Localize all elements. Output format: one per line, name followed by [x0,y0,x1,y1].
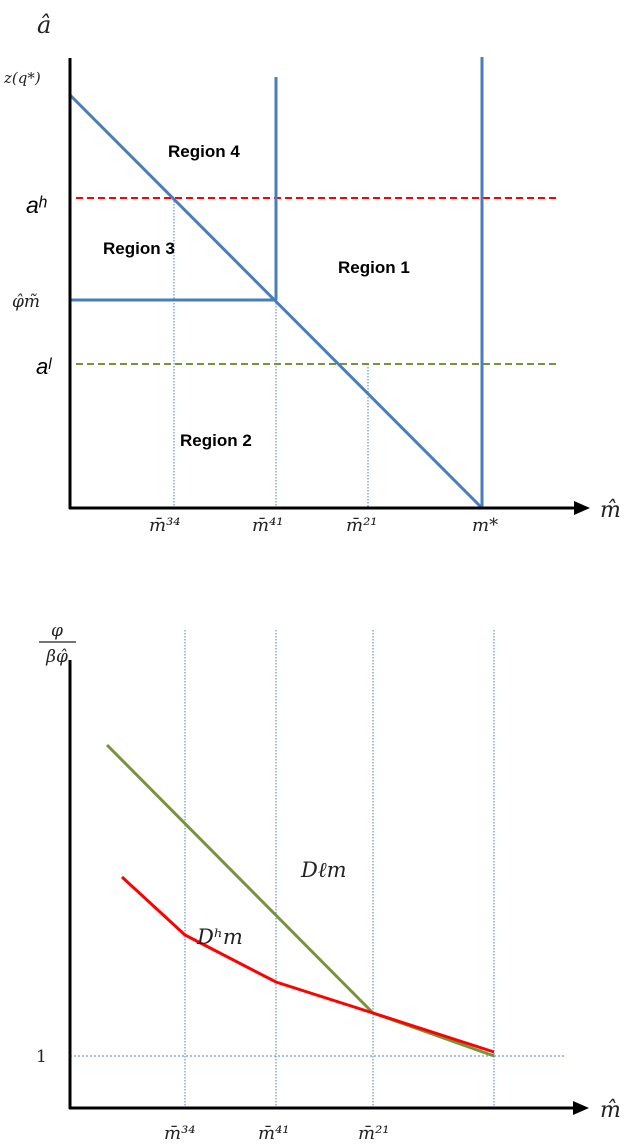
x-tick-m21: m̄²¹ [346,515,378,536]
y-tick-one: 1 [36,1047,47,1067]
top-y-axis-label: â [37,11,51,39]
dl-curve-label: Dℓm [300,858,347,882]
y-tick-phim: φ̂m̃ [12,292,40,312]
x-tick-m34: m̄³⁴ [149,515,181,536]
dh-curve [120,875,495,1054]
x-tick-m41: m̄⁴¹ [252,515,284,536]
dl-curve [105,743,495,1058]
dh-curve-label: Dʰm [196,925,243,949]
bottom-x-tick-m21: m̄²¹ [358,1123,390,1144]
region-2-label: Region 2 [180,431,252,450]
region-1-label: Region 1 [338,258,410,277]
bottom-diagram: φ βφ̂ m̂ 1 m̄³⁴ m̄⁴¹ m̄²¹ Dℓm Dʰm [36,621,621,1144]
region-3-label: Region 3 [103,239,175,258]
x-tick-mstar: m* [472,515,498,536]
bottom-x-tick-m41: m̄⁴¹ [258,1123,290,1144]
y-tick-z: z(q*) [3,69,41,87]
bottom-y-label-numerator: φ [51,621,63,641]
y-tick-al: aˡ [36,354,52,379]
bottom-x-axis-label: m̂ [600,1098,621,1123]
y-tick-ah: aʰ [26,192,47,218]
top-x-axis-label: m̂ [600,498,621,523]
bottom-x-axis-arrow [573,1101,589,1115]
bottom-x-tick-m34: m̄³⁴ [164,1123,196,1144]
top-diagram: â m̂ z(q*) aʰ φ̂m̃ aˡ m̄³⁴ m̄⁴¹ m̄²¹ m* … [3,11,621,536]
region-4-label: Region 4 [168,142,240,161]
top-x-axis-arrow [574,501,590,515]
bottom-y-label-denominator: βφ̂ [45,647,68,667]
